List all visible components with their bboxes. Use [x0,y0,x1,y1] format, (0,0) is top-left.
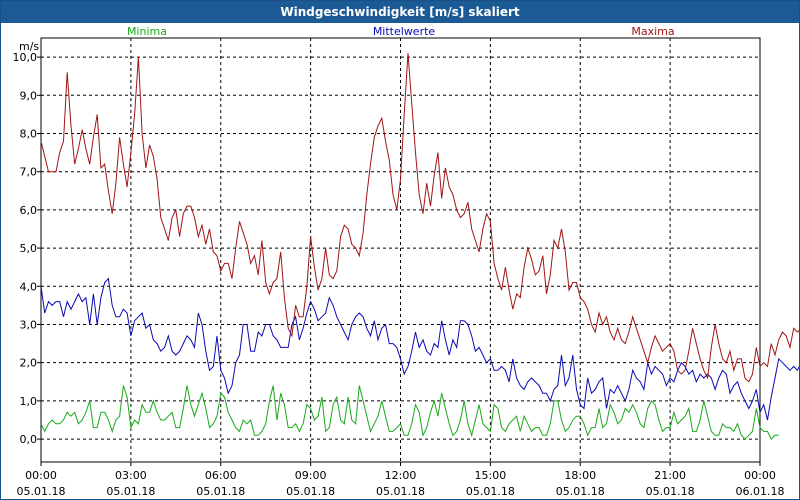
y-tick-label: 6,0 [20,204,38,217]
grid-lines [41,38,760,462]
x-tick-time: 03:00 [115,469,147,482]
x-tick-date: 05.01.18 [17,485,66,498]
y-axis-ticks: 0,0 1,0 2,0 3,0 4,0 5,0 6,0 7,0 8,0 9,0 10,0 [13,51,41,446]
y-tick-label: 5,0 [20,242,38,255]
y-tick-label: 0,0 [20,433,38,446]
y-tick-label: 1,0 [20,395,38,408]
x-tick-time: 18:00 [564,469,596,482]
series-line-mittelwerte [40,277,799,421]
x-tick-time: 21:00 [654,469,686,482]
x-tick-date: 05.01.18 [466,485,515,498]
x-tick-date: 05.01.18 [376,485,425,498]
x-axis-ticks: 00:00 05.01.18 03:00 05.01.18 06:00 05.01.18 0… [17,462,785,498]
x-tick-date: 05.01.18 [556,485,605,498]
x-tick-date: 05.01.18 [106,485,155,498]
series-line-maxima [40,53,799,383]
legend-minima: Minima [127,25,167,38]
x-tick-time: 00:00 [25,469,57,482]
y-axis-label: m/s [19,40,39,53]
y-tick-label: 3,0 [20,318,38,331]
x-tick-date: 05.01.18 [196,485,245,498]
series-lines [40,53,799,440]
y-tick-label: 8,0 [20,127,38,140]
legend-mittelwerte: Mittelwerte [373,25,436,38]
x-tick-time: 06:00 [205,469,237,482]
series-line-minima [40,385,779,440]
y-tick-label: 2,0 [20,357,38,370]
legend-maxima: Maxima [631,25,674,38]
y-tick-label: 7,0 [20,166,38,179]
y-tick-label: 9,0 [20,89,38,102]
y-tick-label: 4,0 [20,280,38,293]
x-tick-date: 06.01.18 [736,485,785,498]
x-tick-date: 05.01.18 [646,485,695,498]
x-tick-time: 12:00 [385,469,417,482]
window-title: Windgeschwindigkeit [m/s] skaliert [1,1,799,23]
x-tick-time: 09:00 [295,469,327,482]
x-tick-date: 05.01.18 [286,485,335,498]
x-tick-time: 15:00 [475,469,507,482]
wind-speed-chart: 0,0 1,0 2,0 3,0 4,0 5,0 6,0 7,0 8,0 9,0 10,0 00:00… [13,25,799,498]
x-tick-time: 00:00 [744,469,776,482]
y-tick-label: 10,0 [13,51,38,64]
